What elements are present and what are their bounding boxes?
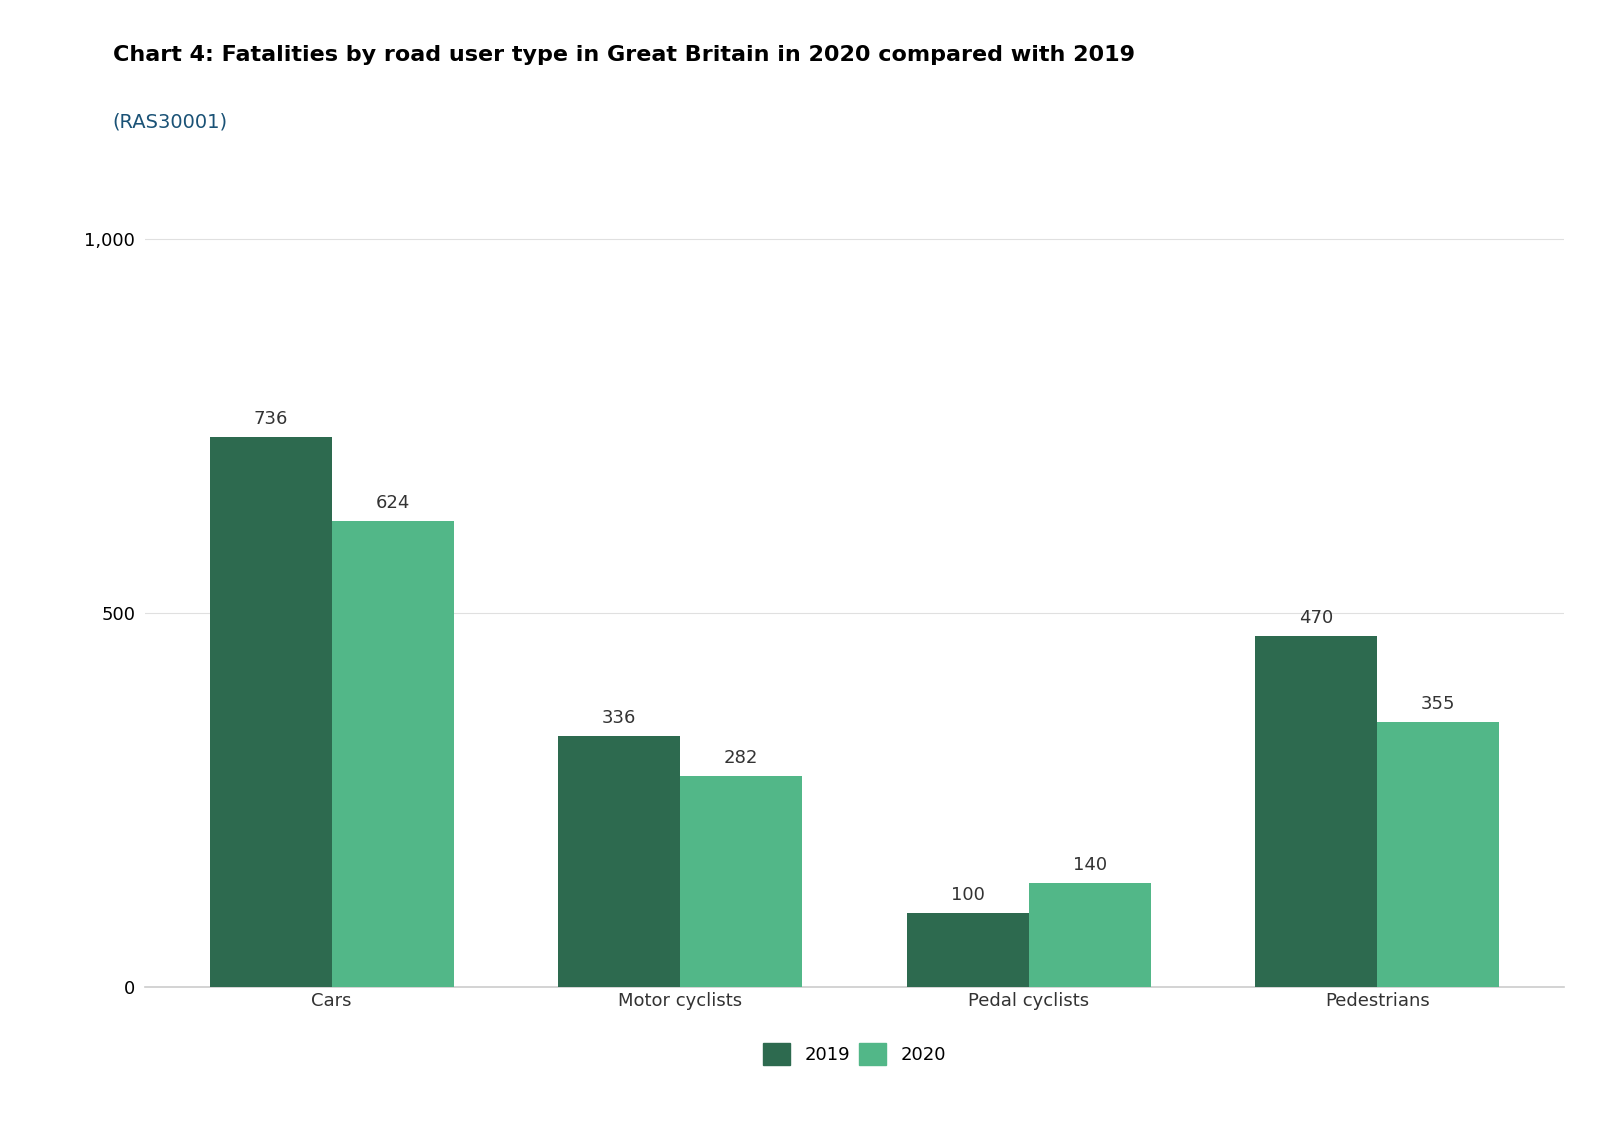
Bar xyxy=(1028,883,1151,987)
Text: 736: 736 xyxy=(253,410,289,427)
Legend: 2019, 2020: 2019, 2020 xyxy=(756,1036,953,1073)
Bar xyxy=(1256,636,1377,987)
Text: 624: 624 xyxy=(376,494,409,512)
Text: 470: 470 xyxy=(1299,609,1333,627)
Text: 282: 282 xyxy=(724,749,758,767)
Text: 336: 336 xyxy=(601,709,637,727)
Text: 355: 355 xyxy=(1420,695,1456,712)
Text: 140: 140 xyxy=(1072,856,1107,874)
Bar xyxy=(680,776,803,987)
Bar xyxy=(210,436,332,987)
Bar xyxy=(558,736,680,987)
Text: 100: 100 xyxy=(951,885,985,903)
Text: Chart 4: Fatalities by road user type in Great Britain in 2020 compared with 201: Chart 4: Fatalities by road user type in… xyxy=(113,45,1135,65)
Bar xyxy=(906,912,1028,987)
Text: (RAS30001): (RAS30001) xyxy=(113,112,227,131)
Bar xyxy=(332,521,453,987)
Bar xyxy=(1377,721,1499,987)
